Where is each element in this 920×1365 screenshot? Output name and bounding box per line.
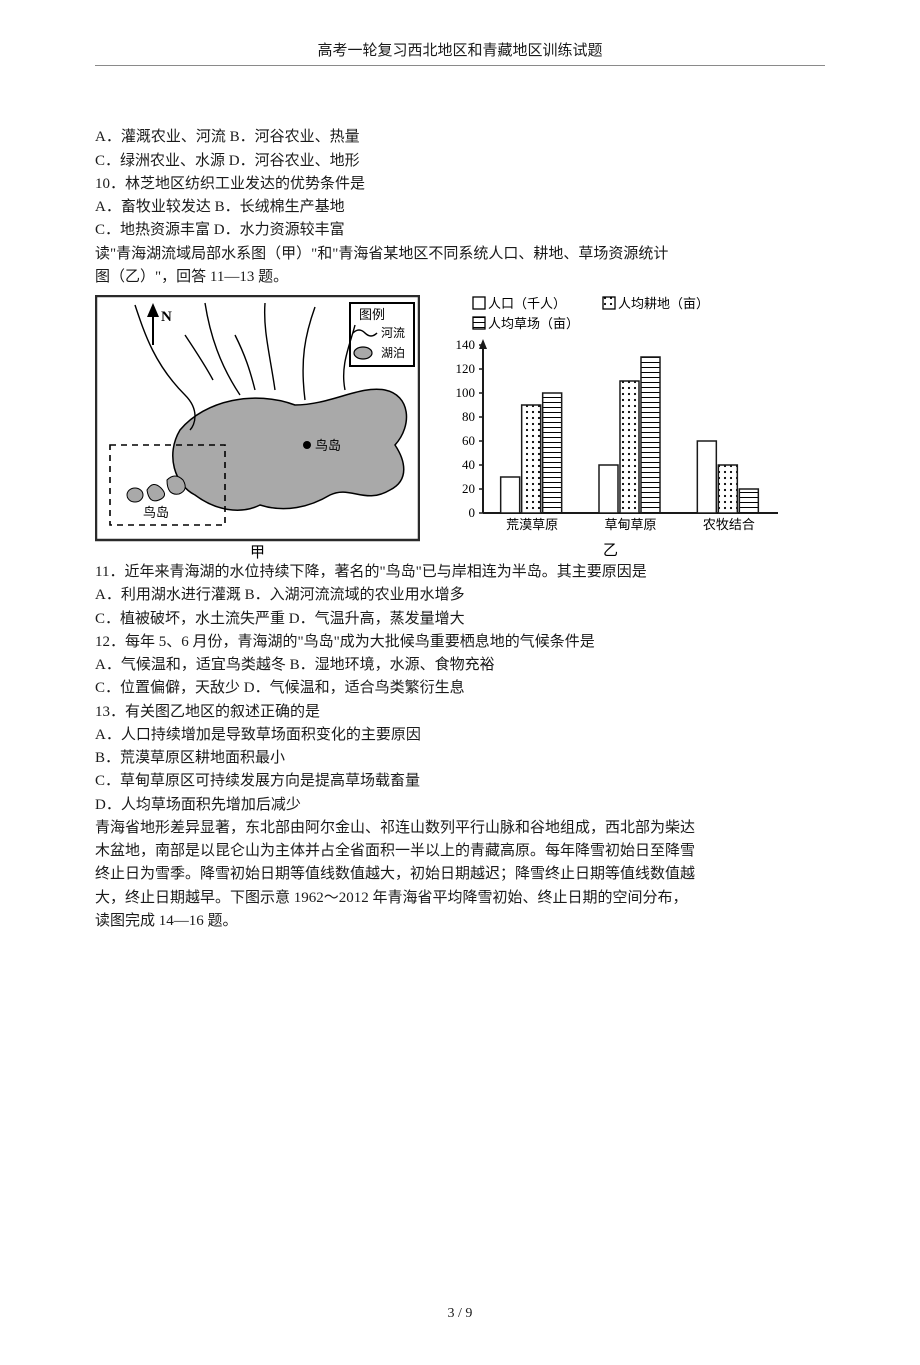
chart-xlabels: 荒漠草原 草甸草原 农牧结合	[506, 517, 755, 532]
body-line: B．荒漠草原区耕地面积最小	[95, 747, 825, 770]
svg-text:荒漠草原: 荒漠草原	[506, 517, 558, 532]
svg-text:140: 140	[456, 337, 476, 352]
body-line: A．灌溉农业、河流 B．河谷农业、热量	[95, 126, 825, 149]
svg-text:人均草场（亩）: 人均草场（亩）	[488, 316, 579, 331]
body-line: C．地热资源丰富 D．水力资源较丰富	[95, 219, 825, 242]
page: 高考一轮复习西北地区和青藏地区训练试题 A．灌溉农业、河流 B．河谷农业、热量 …	[0, 0, 920, 1365]
svg-text:鸟岛: 鸟岛	[143, 505, 169, 520]
chart-caption: 乙	[603, 543, 618, 559]
body-line: 读"青海湖流域局部水系图（甲）"和"青海省某地区不同系统人口、耕地、草场资源统计	[95, 243, 825, 266]
body-line: C．位置偏僻，天敌少 D．气候温和，适合鸟类繁衍生息	[95, 677, 825, 700]
svg-text:农牧结合: 农牧结合	[703, 517, 755, 532]
head-rule	[95, 65, 825, 66]
svg-text:60: 60	[462, 433, 475, 448]
svg-text:人均耕地（亩）: 人均耕地（亩）	[618, 296, 709, 311]
svg-text:草甸草原: 草甸草原	[604, 517, 656, 532]
body-line: A．畜牧业较发达 B．长绒棉生产基地	[95, 196, 825, 219]
body-line: 木盆地，南部是以昆仑山为主体并占全省面积一半以上的青藏高原。每年降雪初始日至降雪	[95, 840, 825, 863]
body-line: A．人口持续增加是导致草场面积变化的主要原因	[95, 724, 825, 747]
svg-text:20: 20	[462, 481, 475, 496]
body-line: 图（乙）"，回答 11—13 题。	[95, 266, 825, 289]
svg-text:湖泊: 湖泊	[381, 345, 405, 360]
svg-text:80: 80	[462, 409, 475, 424]
body-line: C．植被破坏，水土流失严重 D．气温升高，蒸发量增大	[95, 608, 825, 631]
body-line: 12．每年 5、6 月份，青海湖的"鸟岛"成为大批候鸟重要栖息地的气候条件是	[95, 631, 825, 654]
svg-text:图例: 图例	[359, 307, 385, 322]
body-line: D．人均草场面积先增加后减少	[95, 794, 825, 817]
body-line: 终止日为雪季。降雪初始日期等值线数值越大，初始日期越迟；降雪终止日期等值线数值越	[95, 863, 825, 886]
body-line: A．气候温和，适宜鸟类越冬 B．湿地环境，水源、食物充裕	[95, 654, 825, 677]
body-line: 大，终止日期越早。下图示意 1962～2012 年青海省平均降雪初始、终止日期的…	[95, 887, 825, 910]
body-line: C．草甸草原区可持续发展方向是提高草场载畜量	[95, 770, 825, 793]
svg-text:N: N	[161, 309, 172, 325]
body-line: C．绿洲农业、水源 D．河谷农业、地形	[95, 150, 825, 173]
body-line: 青海省地形差异显著，东北部由阿尔金山、祁连山数列平行山脉和谷地组成，西北部为柴达	[95, 817, 825, 840]
map-figure: N 图例 河流 湖泊 鸟岛	[95, 295, 420, 560]
body-line: 读图完成 14—16 题。	[95, 910, 825, 933]
svg-text:100: 100	[456, 385, 476, 400]
map-legend: 图例 河流 湖泊	[350, 303, 414, 366]
figure-row: N 图例 河流 湖泊 鸟岛	[95, 295, 825, 560]
chart-bars	[501, 357, 759, 513]
body-line: 13．有关图乙地区的叙述正确的是	[95, 701, 825, 724]
map-caption: 甲	[250, 545, 265, 560]
bar-chart: 人口（千人） 人均耕地（亩） 人均草场（亩） 0 20 40 60 80 100 120 14…	[428, 295, 788, 560]
page-number: 3 / 9	[95, 1303, 825, 1325]
body-line: A．利用湖水进行灌溉 B．入湖河流流域的农业用水增多	[95, 584, 825, 607]
svg-text:人口（千人）: 人口（千人）	[488, 296, 566, 311]
svg-text:河流: 河流	[381, 326, 405, 340]
svg-text:120: 120	[456, 361, 476, 376]
svg-text:鸟岛: 鸟岛	[315, 438, 341, 453]
body-line: 10．林芝地区纺织工业发达的优势条件是	[95, 173, 825, 196]
svg-text:40: 40	[462, 457, 475, 472]
chart-legend: 人口（千人） 人均耕地（亩） 人均草场（亩）	[473, 296, 709, 331]
body-line: 11．近年来青海湖的水位持续下降，著名的"鸟岛"已与岸相连为半岛。其主要原因是	[95, 561, 825, 584]
running-head: 高考一轮复习西北地区和青藏地区训练试题	[95, 30, 825, 65]
svg-text:0: 0	[469, 505, 476, 520]
